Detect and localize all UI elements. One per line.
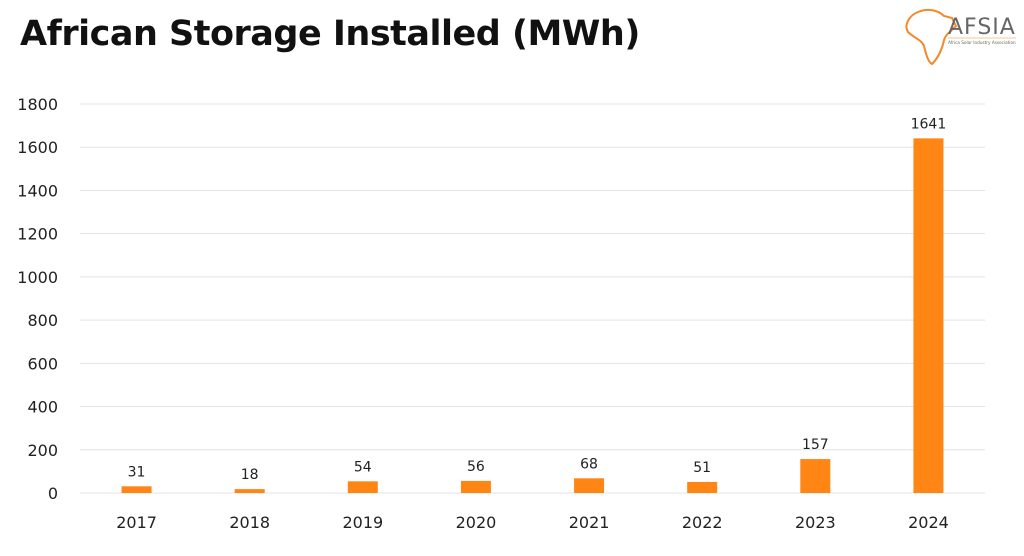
data-label: 31	[128, 464, 146, 480]
y-tick-label: 600	[27, 354, 58, 373]
chart-title: African Storage Installed (MWh)	[20, 14, 640, 54]
bar-2020	[460, 480, 491, 493]
data-label: 18	[241, 467, 259, 483]
bar-2018	[234, 489, 265, 493]
data-label: 157	[802, 437, 829, 453]
y-tick-label: 400	[27, 398, 58, 417]
bar-2021	[574, 478, 605, 493]
bar-2022	[687, 481, 718, 493]
bar-2017	[121, 486, 152, 493]
y-tick-label: 1200	[17, 225, 58, 244]
y-tick-label: 200	[27, 441, 58, 460]
data-label: 68	[580, 456, 598, 472]
x-tick-label: 2017	[116, 513, 157, 532]
x-tick-label: 2022	[682, 513, 723, 532]
x-tick-label: 2020	[456, 513, 497, 532]
data-label: 54	[354, 459, 372, 475]
data-label: 51	[693, 460, 711, 476]
y-tick-label: 800	[27, 311, 58, 330]
x-tick-label: 2024	[908, 513, 949, 532]
data-label: 1641	[911, 116, 947, 132]
x-tick-label: 2018	[229, 513, 270, 532]
x-tick-label: 2023	[795, 513, 836, 532]
y-tick-label: 1400	[17, 181, 58, 200]
x-tick-label: 2021	[569, 513, 610, 532]
bar-2023	[800, 459, 831, 493]
bar-2019	[347, 481, 378, 493]
afsia-logo: AFSIA Africa Solar Industry Association	[905, 8, 1016, 66]
svg-text:AFSIA: AFSIA	[948, 15, 1016, 40]
bar-2024	[913, 138, 944, 493]
y-tick-label: 1600	[17, 138, 58, 157]
x-tick-label: 2019	[342, 513, 383, 532]
africa-outline-icon	[905, 8, 958, 66]
data-label: 56	[467, 459, 485, 475]
y-tick-label: 1800	[17, 95, 58, 114]
svg-text:Africa Solar Industry Associat: Africa Solar Industry Association	[948, 40, 1016, 45]
y-tick-label: 0	[48, 484, 58, 503]
y-tick-label: 1000	[17, 268, 58, 287]
